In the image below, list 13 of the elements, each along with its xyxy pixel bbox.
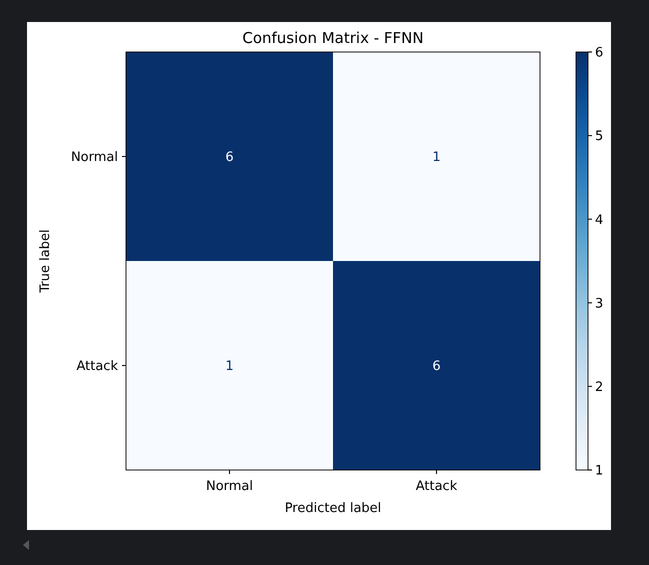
x-axis-title: Predicted label bbox=[284, 501, 382, 516]
color-bar-label: 3 bbox=[595, 296, 604, 312]
color-bar-label: 2 bbox=[595, 380, 604, 395]
y-axis-title: True label bbox=[38, 229, 53, 294]
data-label: 6 bbox=[225, 150, 234, 166]
color-bar-label: 4 bbox=[595, 212, 604, 228]
chart-title: Confusion Matrix - FFNN bbox=[242, 29, 424, 47]
data-label: 6 bbox=[432, 359, 441, 374]
data-label: 1 bbox=[432, 150, 441, 166]
color-bar-label: 6 bbox=[595, 46, 604, 61]
data-label: 1 bbox=[225, 359, 234, 374]
color-bar-label: 1 bbox=[595, 464, 604, 479]
color-bar-label: 5 bbox=[595, 129, 604, 144]
